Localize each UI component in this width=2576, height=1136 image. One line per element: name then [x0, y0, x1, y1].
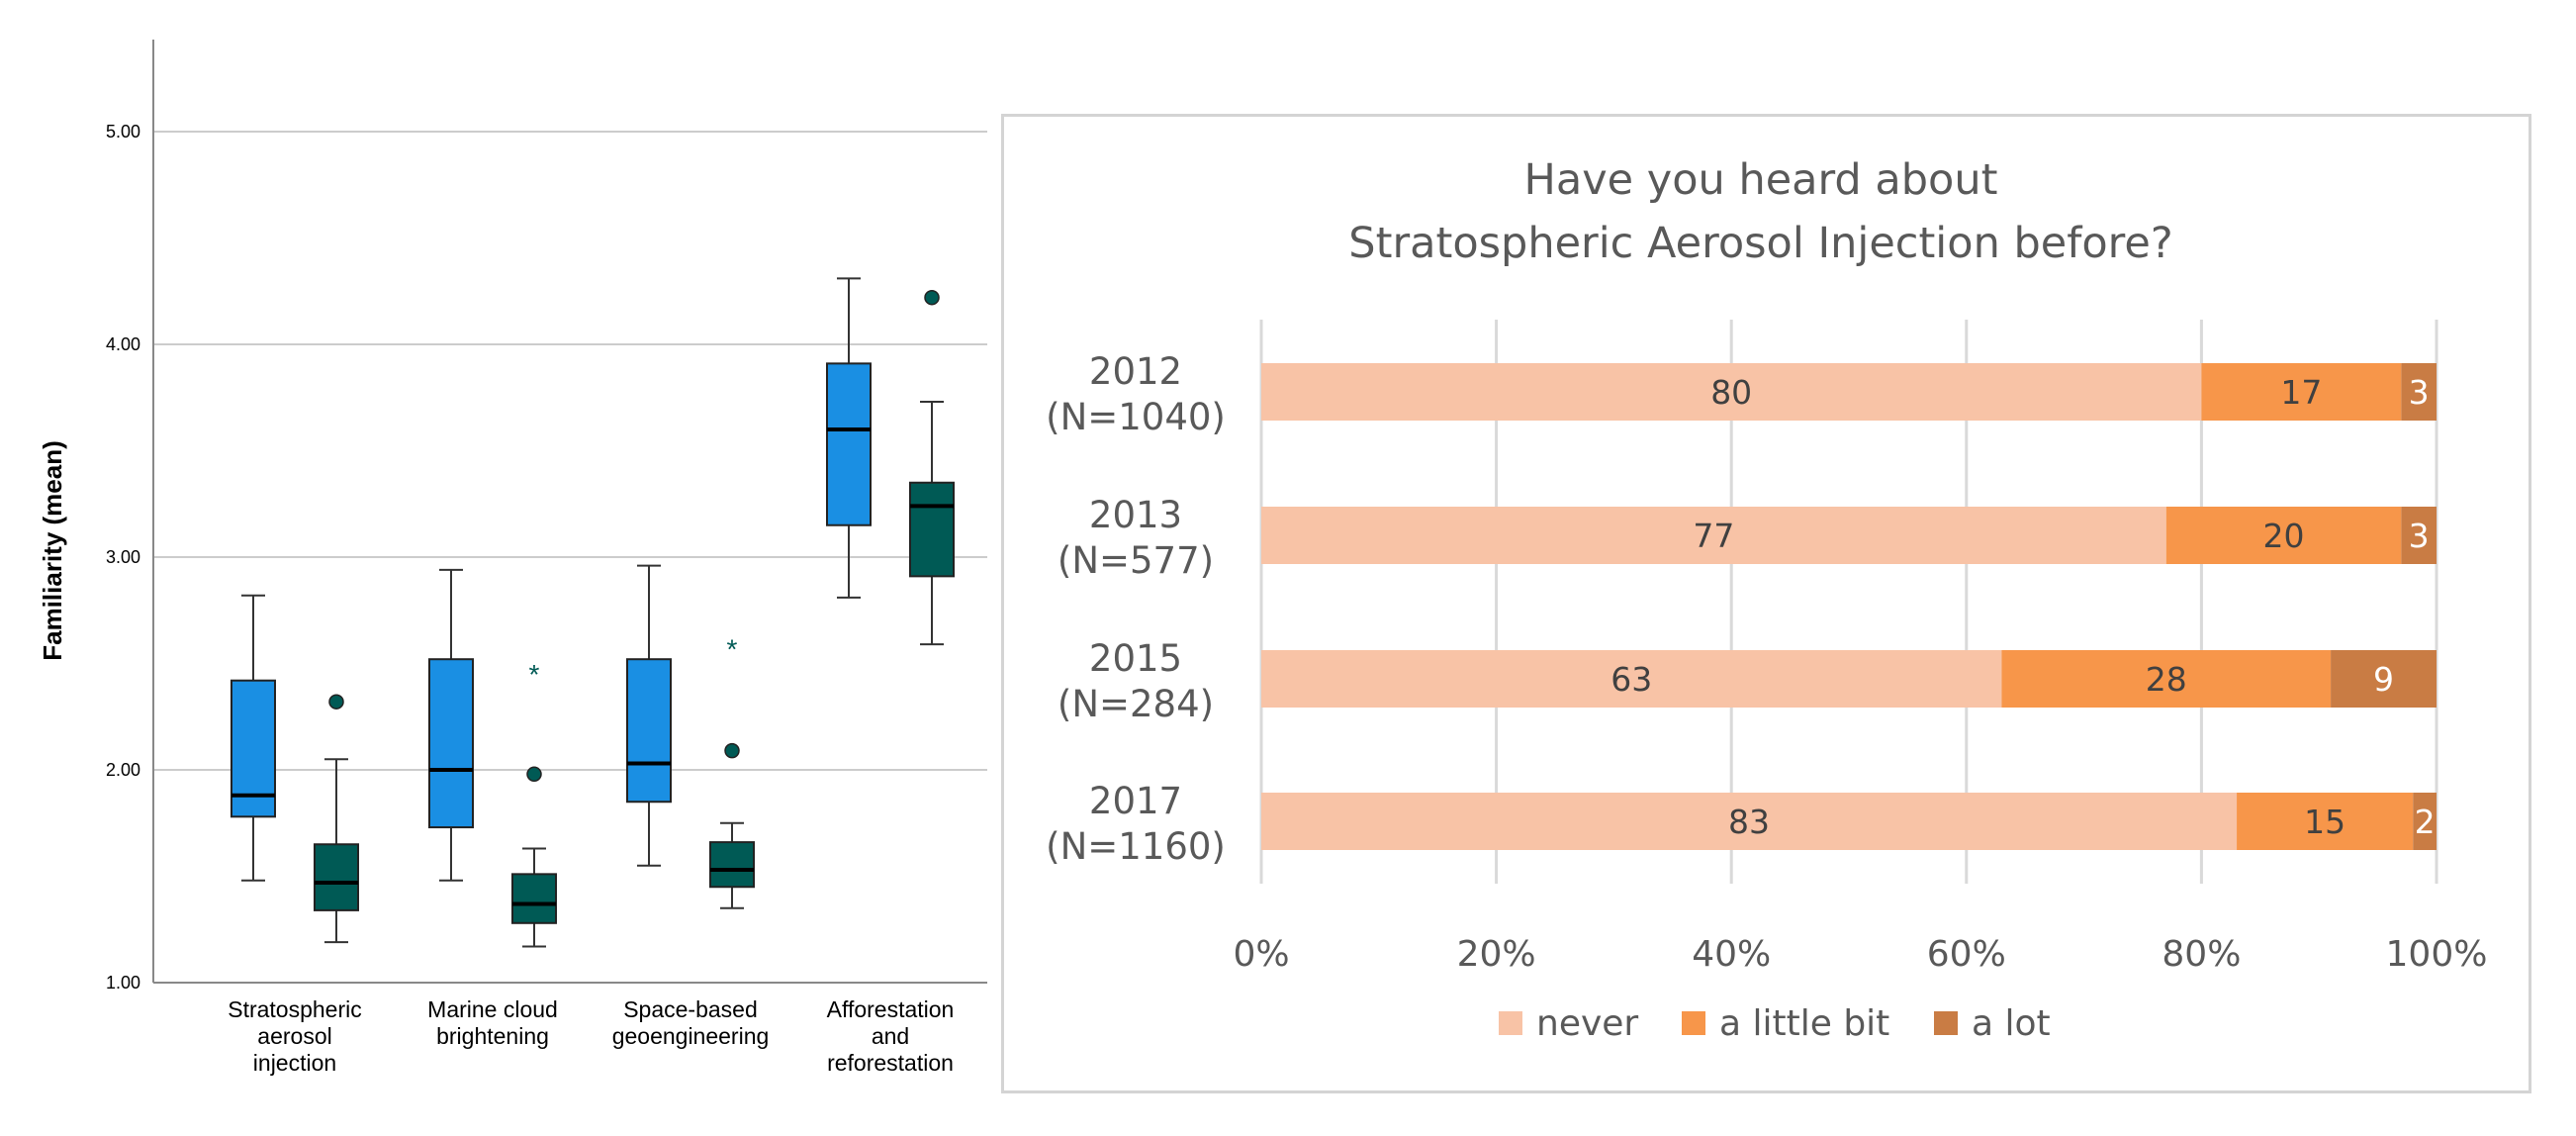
- bar-data-label: 80: [1710, 373, 1752, 412]
- x-tick-label: 100%: [2386, 934, 2488, 975]
- y-tick-label: 2.00: [106, 760, 140, 780]
- legend-label: a lot: [1972, 1003, 2051, 1044]
- stacked-bar-chart: Have you heard about Stratospheric Aeroso…: [1046, 155, 2488, 1044]
- bar-segment-a-lot: [2331, 650, 2437, 708]
- stacked-bar-panel: Have you heard about Stratospheric Aeroso…: [1001, 114, 2531, 1093]
- bar-segment-never: [1261, 507, 2166, 564]
- y-axis-label: Familiarity (mean): [38, 440, 67, 661]
- x-tick-label: 60%: [1927, 934, 2006, 975]
- extreme-point: *: [529, 659, 540, 690]
- bar-data-label: 3: [2409, 373, 2430, 412]
- bar-segment-a-lot: [2413, 793, 2437, 850]
- bar-segment-never: [1261, 793, 2238, 850]
- bar-segment-a-little-bit: [2001, 650, 2332, 708]
- category-n-label: (N=577): [1058, 539, 1214, 582]
- bar-segment-a-lot: [2401, 363, 2437, 421]
- box-1-2: *: [709, 633, 755, 909]
- category-year-label: 2013: [1089, 494, 1182, 536]
- x-tick-label: 80%: [2162, 934, 2241, 975]
- y-tick-label: 1.00: [106, 973, 140, 993]
- x-tick-label: 40%: [1692, 934, 1771, 975]
- bar-data-label: 77: [1693, 517, 1734, 555]
- box-1-0: [314, 694, 359, 944]
- y-tick-label: 3.00: [106, 547, 140, 567]
- outlier-point: [724, 742, 740, 759]
- chart-title: Have you heard about: [1524, 155, 1998, 205]
- box-1-3: [909, 289, 955, 646]
- bar-data-label: 15: [2304, 803, 2346, 841]
- x-tick-label: 0%: [1233, 934, 1289, 975]
- bar-segment-a-little-bit: [2165, 507, 2402, 564]
- box-iqr: [314, 843, 359, 911]
- bar-data-label: 2: [2415, 803, 2436, 841]
- x-category-label: brightening: [436, 1023, 549, 1049]
- legend-swatch: [1682, 1011, 1705, 1035]
- box-iqr: [511, 873, 557, 924]
- outlier-point: [328, 694, 344, 710]
- category-n-label: (N=1160): [1046, 825, 1226, 868]
- box-iqr: [428, 658, 474, 829]
- y-tick-label: 4.00: [106, 334, 140, 354]
- bar-data-label: 20: [2263, 517, 2305, 555]
- y-tick-label: 5.00: [106, 122, 140, 142]
- box-0-0: [230, 594, 276, 882]
- bar-data-label: 9: [2373, 660, 2394, 699]
- bar-segment-a-lot: [2401, 507, 2437, 564]
- category-n-label: (N=284): [1058, 683, 1214, 725]
- bar-segment-a-little-bit: [2237, 793, 2414, 850]
- boxplot-chart: 1.00 2.00 3.00 4.00 5.00 Familiarity (mean) * *…: [38, 40, 987, 1076]
- bar-data-label: 28: [2146, 660, 2187, 699]
- box-0-3: [826, 277, 872, 599]
- bar-data-label: 3: [2409, 517, 2430, 555]
- chart-title: Stratospheric Aerosol Injection before?: [1348, 219, 2172, 268]
- category-year-label: 2015: [1089, 637, 1182, 680]
- legend-label: a little bit: [1719, 1003, 1889, 1044]
- x-category-label: Space-based: [623, 996, 758, 1022]
- legend-swatch: [1934, 1011, 1958, 1035]
- category-year-label: 2012: [1089, 350, 1182, 393]
- category-year-label: 2017: [1089, 780, 1182, 822]
- box-0-2: [626, 564, 672, 867]
- x-category-label: reforestation: [827, 1050, 954, 1076]
- bar-segment-a-little-bit: [2201, 363, 2402, 421]
- x-category-label: injection: [253, 1050, 336, 1076]
- legend-swatch: [1499, 1011, 1522, 1035]
- outlier-point: [924, 289, 940, 306]
- box-iqr: [826, 362, 872, 526]
- bar-segment-never: [1261, 363, 2202, 421]
- box-iqr: [709, 841, 755, 889]
- legend-label: never: [1536, 1003, 1638, 1044]
- outlier-point: [526, 766, 542, 783]
- box-1-1: *: [511, 659, 557, 948]
- x-category-label: and: [872, 1023, 909, 1049]
- box-iqr: [626, 658, 672, 804]
- bar-data-label: 83: [1728, 803, 1770, 841]
- bar-segment-never: [1261, 650, 2002, 708]
- x-category-label: Afforestation: [827, 996, 955, 1022]
- x-tick-label: 20%: [1457, 934, 1536, 975]
- box-iqr: [909, 481, 955, 578]
- box-0-1: [428, 568, 474, 882]
- bar-data-label: 17: [2280, 373, 2322, 412]
- category-n-label: (N=1040): [1046, 396, 1226, 438]
- bar-data-label: 63: [1610, 660, 1652, 699]
- extreme-point: *: [727, 633, 738, 664]
- x-category-label: Stratospheric: [228, 996, 362, 1022]
- x-category-label: geoengineering: [612, 1023, 770, 1049]
- x-category-label: Marine cloud: [427, 996, 558, 1022]
- x-category-label: aerosol: [257, 1023, 331, 1049]
